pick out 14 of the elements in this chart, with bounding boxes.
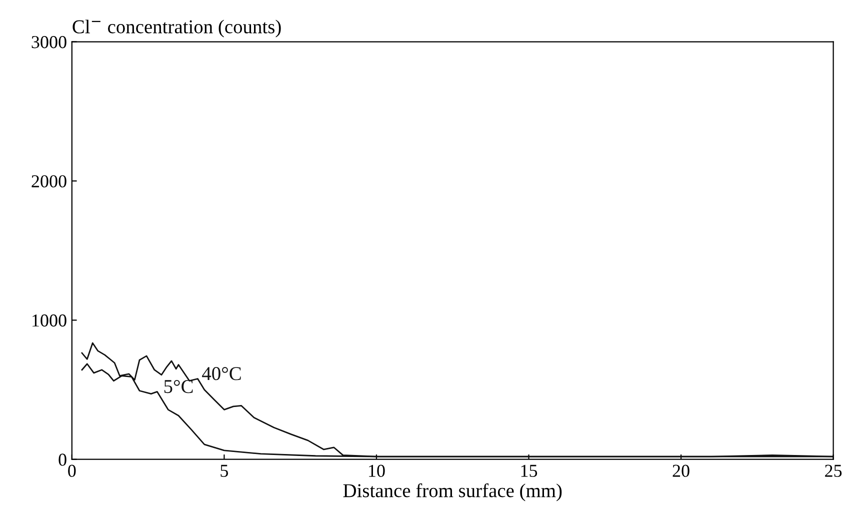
x-tick-label: 15 xyxy=(521,464,538,477)
x-axis-title: Distance from surface (mm) xyxy=(343,483,562,502)
series-label: 5°C xyxy=(164,380,193,394)
x-tick-label: 5 xyxy=(220,464,228,477)
y-tick-label: 2000 xyxy=(32,175,66,188)
series-label: 40°C xyxy=(202,367,241,380)
x-tick-label: 25 xyxy=(825,464,842,477)
x-tick-label: 0 xyxy=(68,464,76,477)
x-tick-label: 10 xyxy=(369,464,385,477)
y-tick-label: 1000 xyxy=(32,314,66,327)
x-tick-label: 20 xyxy=(672,464,690,477)
y-tick-label: 0 xyxy=(58,454,66,466)
y-tick-label: 3000 xyxy=(32,36,66,48)
y-axis-title: Cl$^{−}$ concentration (counts) xyxy=(72,20,281,38)
